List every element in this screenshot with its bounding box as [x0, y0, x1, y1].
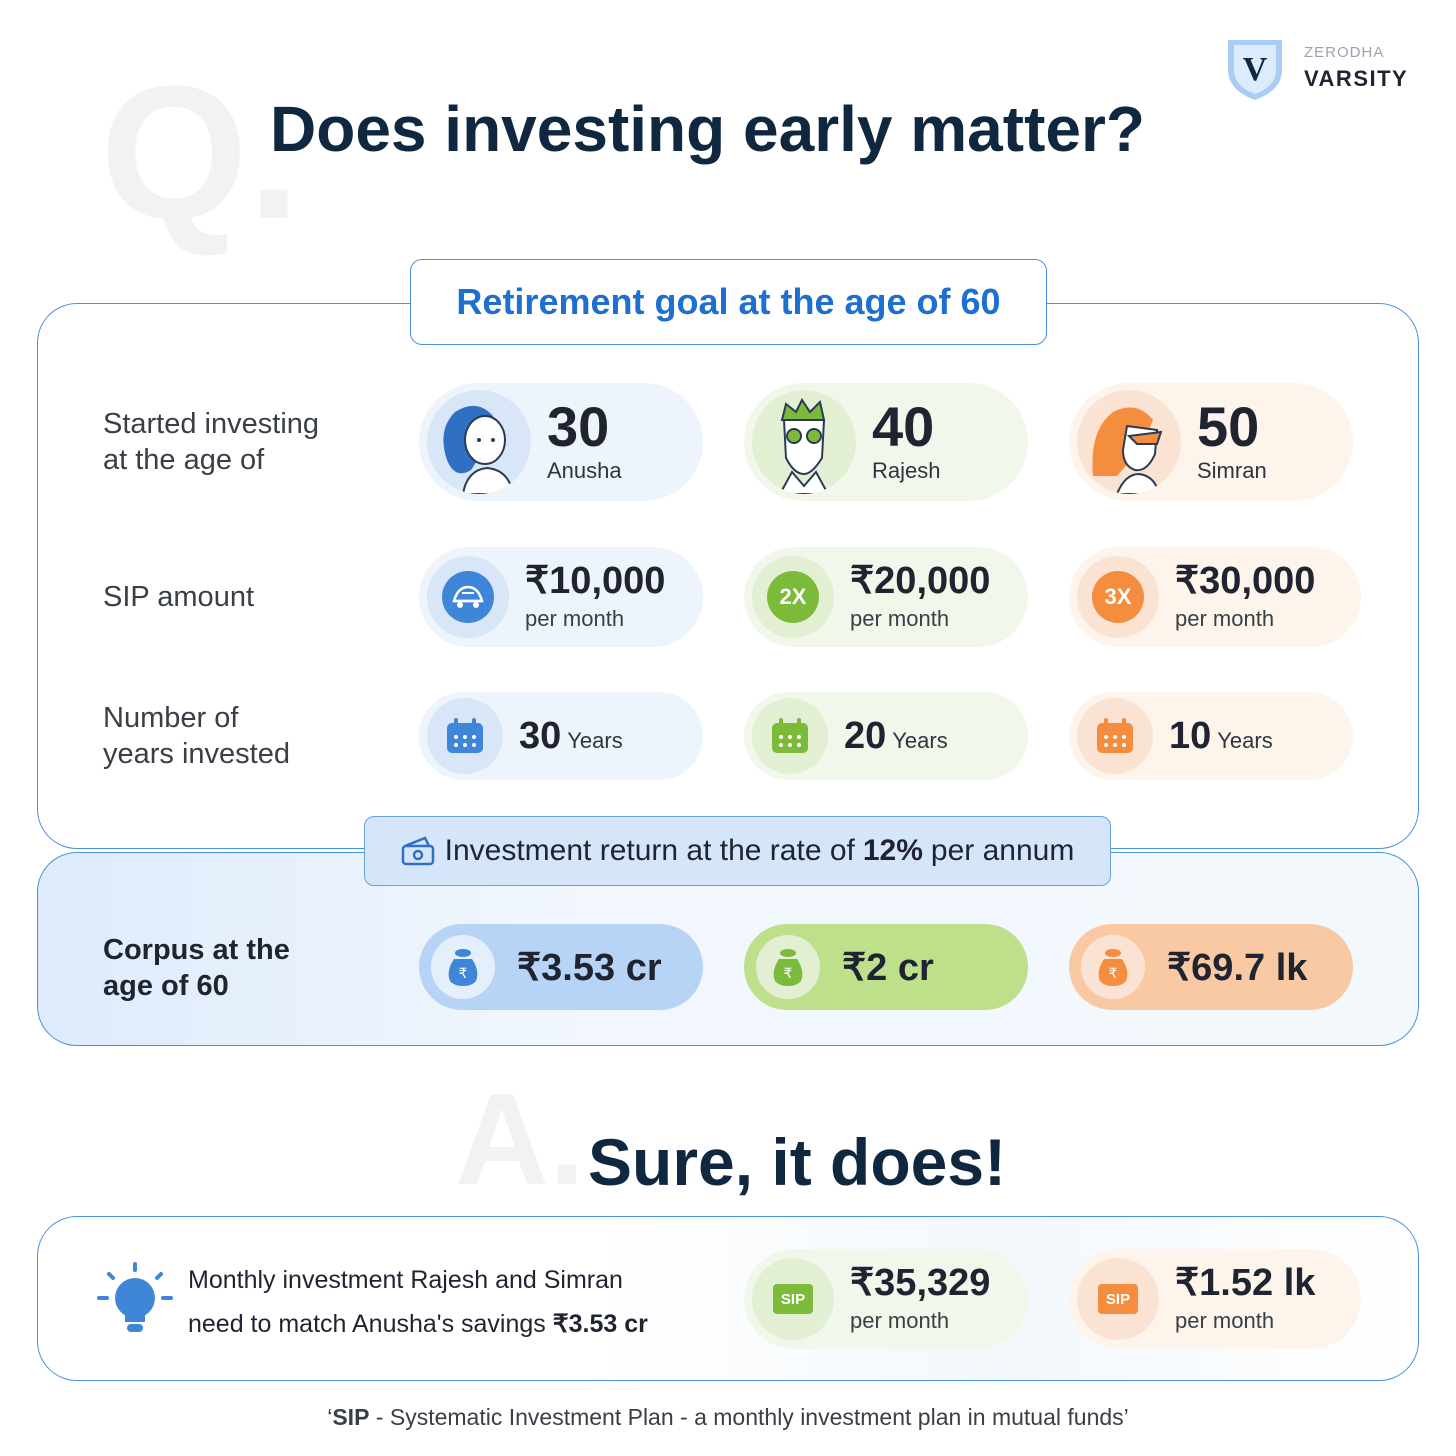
- sip-period: per month: [850, 606, 950, 631]
- corpus-rajesh: ₹2 cr: [842, 946, 934, 989]
- row-label-years: Number of years invested: [103, 702, 290, 770]
- page-title: Does investing early matter?: [270, 93, 1145, 165]
- sip-amount-anusha: ₹10,000: [525, 560, 666, 602]
- match-pill-rajesh: SIP ₹35,329 per month: [744, 1249, 1028, 1349]
- name-anusha: Anusha: [547, 458, 622, 483]
- brand-sub: ZERODHA: [1304, 44, 1385, 61]
- sip-period: per month: [525, 606, 625, 631]
- corpus-simran: ₹69.7 lk: [1167, 946, 1308, 989]
- goal-label: Retirement goal at the age of 60: [410, 259, 1047, 345]
- years-simran: 10: [1169, 714, 1212, 757]
- svg-text:₹: ₹: [459, 966, 468, 982]
- age-anusha: 30: [547, 395, 610, 458]
- name-simran: Simran: [1197, 458, 1267, 483]
- sip-pill-rajesh: 2X ₹20,000 per month: [744, 547, 1028, 647]
- avatar-anusha: [427, 390, 531, 494]
- multiplier-badge-3x: 3X: [1092, 571, 1144, 623]
- match-amount-simran: ₹1.52 lk: [1175, 1262, 1316, 1304]
- years-word: Years: [892, 727, 948, 753]
- svg-text:₹: ₹: [784, 966, 793, 982]
- corpus-pill-simran: ₹ ₹69.7 lk: [1069, 924, 1353, 1010]
- sip-amount-rajesh: ₹20,000: [850, 560, 991, 602]
- money-bag-icon: ₹: [431, 935, 495, 999]
- money-bag-icon: ₹: [1081, 935, 1145, 999]
- calendar-icon: [427, 698, 503, 774]
- return-rate-banner: Investment return at the rate of 12% per…: [364, 816, 1111, 886]
- rate-suffix: per annum: [930, 834, 1075, 867]
- match-amount-rajesh: ₹35,329: [850, 1262, 991, 1304]
- years-pill-simran: 10 Years: [1069, 692, 1353, 780]
- match-message: Monthly investment Rajesh and Simran nee…: [188, 1258, 648, 1346]
- match-period: per month: [850, 1308, 950, 1333]
- question-letter: Q.: [100, 47, 301, 259]
- answer-letter: A.: [455, 1066, 585, 1212]
- calendar-icon: [1077, 698, 1153, 774]
- match-line-1: Monthly investment Rajesh and Simran: [188, 1266, 623, 1294]
- sip-badge-icon: SIP: [1098, 1284, 1138, 1314]
- years-pill-rajesh: 20 Years: [744, 692, 1028, 780]
- avatar-simran: [1077, 390, 1181, 494]
- turtle-icon: [442, 571, 494, 623]
- row-label-sip: SIP amount: [103, 581, 255, 613]
- years-pill-anusha: 30 Years: [419, 692, 703, 780]
- rate-prefix: Investment return at the rate of: [444, 834, 855, 867]
- years-rajesh: 20: [844, 714, 887, 757]
- sip-period: per month: [1175, 606, 1275, 631]
- varsity-shield-logo: V: [1228, 40, 1282, 100]
- years-word: Years: [1217, 727, 1273, 753]
- age-rajesh: 40: [872, 395, 935, 458]
- answer-heading: Sure, it does!: [588, 1125, 1007, 1199]
- age-pill-anusha: 30 Anusha: [419, 383, 703, 501]
- row-label-corpus: Corpus at the age of 60: [103, 934, 290, 1002]
- row-label-started: Started investing at the age of: [103, 408, 320, 476]
- corpus-pill-anusha: ₹ ₹3.53 cr: [419, 924, 703, 1010]
- years-anusha: 30: [519, 714, 562, 757]
- corpus-pill-rajesh: ₹ ₹2 cr: [744, 924, 1028, 1010]
- shield-letter: V: [1243, 51, 1268, 88]
- match-value: ₹3.53 cr: [552, 1310, 648, 1338]
- age-pill-simran: 50 Simran: [1069, 383, 1353, 501]
- footnote: ‘SIP - Systematic Investment Plan - a mo…: [327, 1404, 1129, 1430]
- multiplier-badge-2x: 2X: [767, 571, 819, 623]
- name-rajesh: Rajesh: [872, 458, 941, 483]
- brand-name: VARSITY: [1304, 66, 1409, 91]
- svg-text:₹: ₹: [1109, 966, 1118, 982]
- sip-pill-simran: 3X ₹30,000 per month: [1069, 547, 1361, 647]
- lightbulb-icon: [97, 1262, 173, 1332]
- calendar-icon: [752, 698, 828, 774]
- corpus-anusha: ₹3.53 cr: [517, 946, 662, 989]
- years-word: Years: [567, 727, 623, 753]
- match-period: per month: [1175, 1308, 1275, 1333]
- sip-amount-simran: ₹30,000: [1175, 560, 1316, 602]
- match-line-2: need to match Anusha's savings: [188, 1310, 546, 1338]
- sip-badge-icon: SIP: [773, 1284, 813, 1314]
- cash-icon: [401, 836, 434, 866]
- avatar-rajesh: [752, 390, 856, 494]
- sip-pill-anusha: ₹10,000 per month: [419, 547, 703, 647]
- match-pill-simran: SIP ₹1.52 lk per month: [1069, 1249, 1361, 1349]
- money-bag-icon: ₹: [756, 935, 820, 999]
- rate-value: 12%: [862, 834, 923, 867]
- age-simran: 50: [1197, 395, 1260, 458]
- age-pill-rajesh: 40 Rajesh: [744, 383, 1028, 501]
